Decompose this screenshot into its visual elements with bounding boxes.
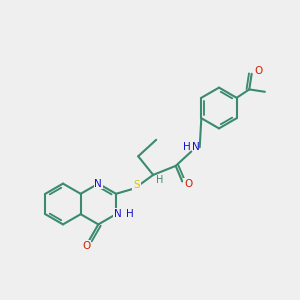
Text: H: H [156,175,164,185]
Text: O: O [254,66,262,76]
Text: O: O [184,179,192,189]
Text: N: N [114,209,122,219]
Text: N: N [94,178,102,189]
Text: N: N [192,142,200,152]
Text: O: O [82,241,91,251]
Text: H: H [183,142,191,152]
Text: H: H [126,209,134,219]
Text: S: S [133,180,140,190]
